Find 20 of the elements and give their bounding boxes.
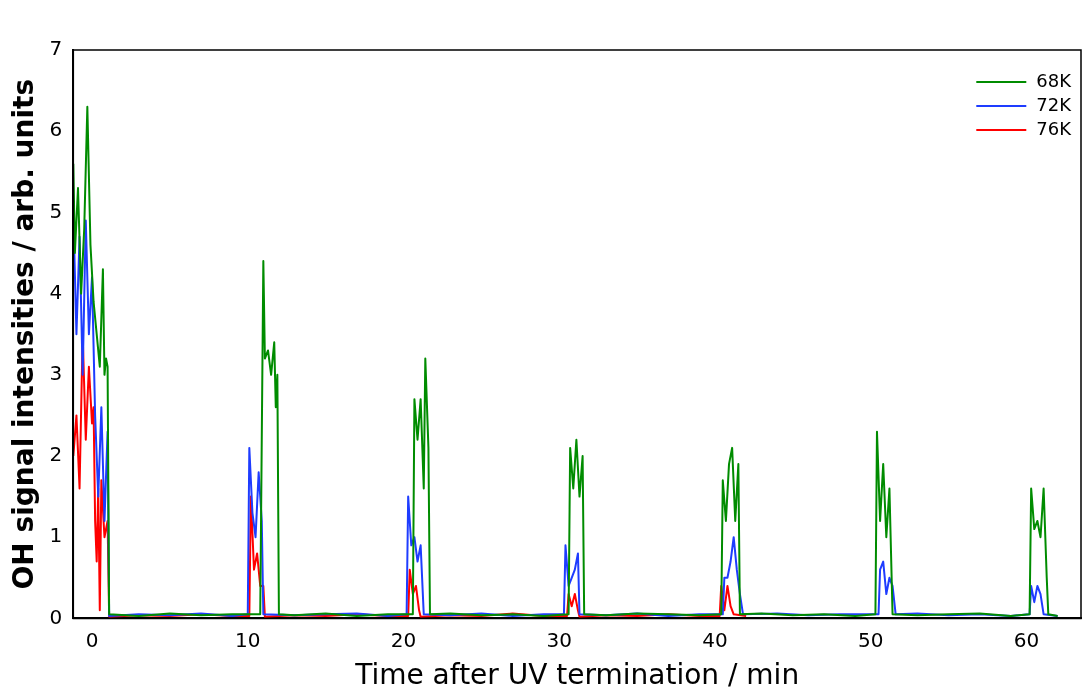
y-tick-label: 0 xyxy=(49,604,63,629)
x-tick-label: 40 xyxy=(702,627,728,652)
x-tick-label: 10 xyxy=(235,627,261,652)
x-tick-label: 20 xyxy=(390,627,417,652)
x-axis-title: Time after UV termination / min xyxy=(354,658,800,692)
y-tick-label: 5 xyxy=(49,198,63,223)
legend-label: 68K xyxy=(1036,69,1073,91)
x-tick-label: 60 xyxy=(1013,627,1040,652)
y-tick-label: 6 xyxy=(49,117,63,142)
legend-label: 76K xyxy=(1036,117,1073,139)
x-tick-label: 50 xyxy=(858,627,884,652)
x-tick-label: 0 xyxy=(85,627,99,652)
y-tick-label: 3 xyxy=(49,361,63,385)
y-tick-label: 1 xyxy=(49,523,63,548)
y-tick-label: 7 xyxy=(49,36,63,61)
y-axis-title: OH signal intensities / arb. units xyxy=(7,78,41,590)
y-tick-label: 4 xyxy=(49,279,63,304)
y-tick-label: 2 xyxy=(49,442,63,467)
x-tick-label: 30 xyxy=(546,627,572,652)
legend-label: 72K xyxy=(1036,93,1073,115)
